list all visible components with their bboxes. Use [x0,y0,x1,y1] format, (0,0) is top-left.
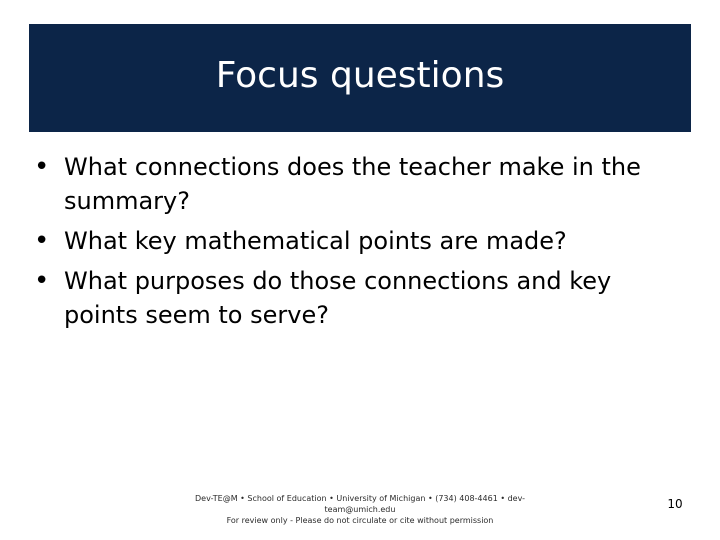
bullet-text: What connections does the teacher make i… [64,153,641,215]
bullet-list: • What connections does the teacher make… [34,150,664,338]
title-bar: Focus questions [29,24,691,132]
footer-line-notice: For review only - Please do not circulat… [226,516,494,525]
bullet-icon: • [34,226,50,256]
slide-title: Focus questions [215,55,505,96]
bullet-item: • What key mathematical points are made? [34,224,664,258]
bullet-text: What key mathematical points are made? [64,227,567,255]
footer-line-contact: Dev-TE@M • School of Education • Univers… [195,494,525,514]
bullet-icon: • [34,266,50,296]
footer: Dev-TE@M • School of Education • Univers… [160,493,560,526]
bullet-item: • What purposes do those connections and… [34,264,664,332]
bullet-text: What purposes do those connections and k… [64,267,612,329]
bullet-icon: • [34,152,50,182]
bullet-item: • What connections does the teacher make… [34,150,664,218]
page-number: 10 [667,497,683,511]
